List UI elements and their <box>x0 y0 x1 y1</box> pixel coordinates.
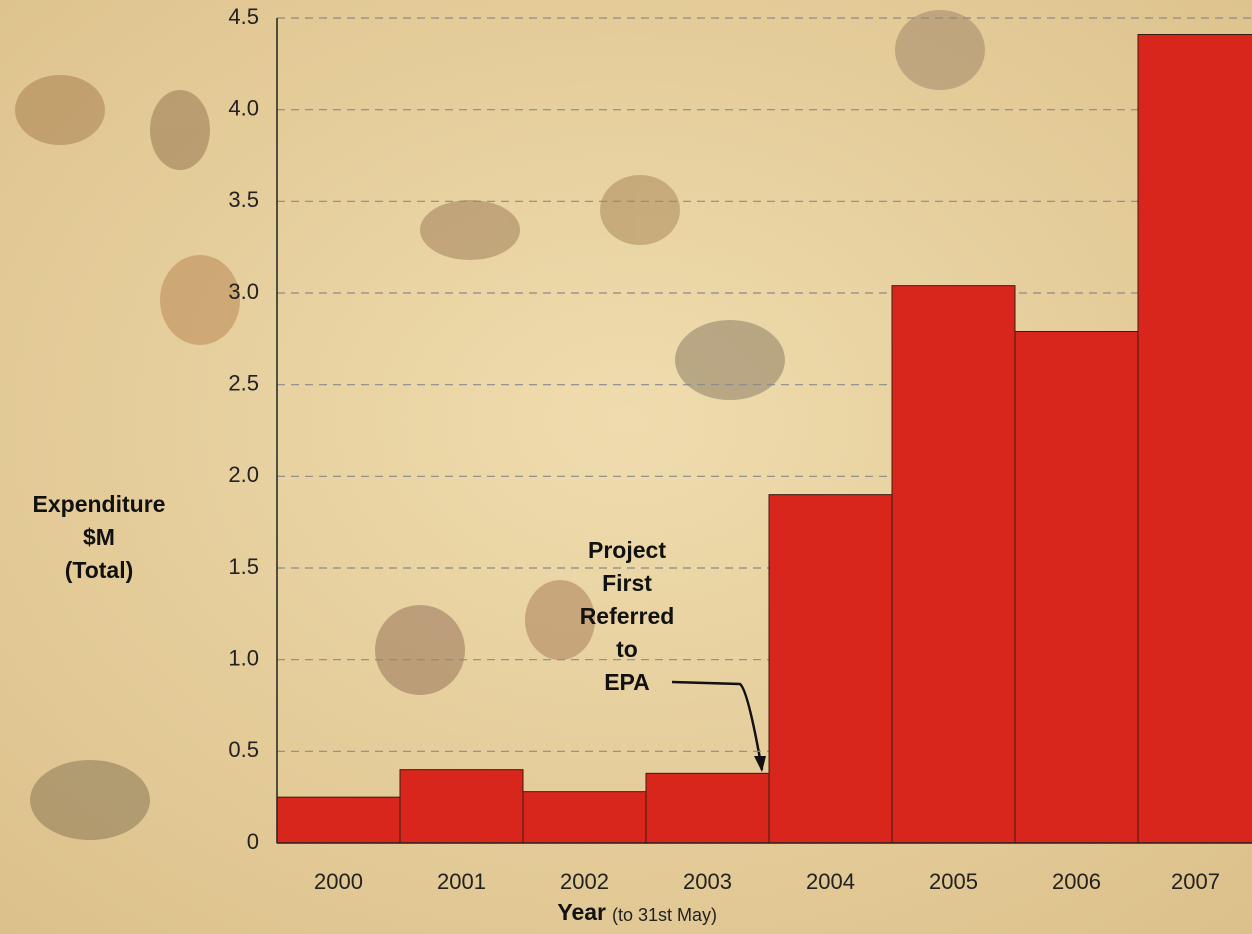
y-tick-label: 1.0 <box>228 645 259 670</box>
x-tick-label: 2006 <box>1052 869 1101 894</box>
annotation-text: First <box>602 570 652 596</box>
bar <box>523 792 646 843</box>
bar <box>1138 35 1252 844</box>
y-tick-label: 2.5 <box>228 370 259 395</box>
y-axis-label: Expenditure <box>33 491 166 517</box>
page: {"chart_data": { "type": "bar", "ylabel"… <box>0 0 1252 934</box>
x-tick-label: 2002 <box>560 869 609 894</box>
annotation-text: EPA <box>604 669 650 695</box>
bar <box>277 797 400 843</box>
y-tick-label: 0.5 <box>228 737 259 762</box>
annotation-text: Referred <box>580 603 675 629</box>
annotation-text: Project <box>588 537 666 563</box>
bar <box>769 495 892 843</box>
y-tick-label: 4.5 <box>228 4 259 29</box>
x-tick-label: 2005 <box>929 869 978 894</box>
x-tick-label: 2007 <box>1171 869 1220 894</box>
y-tick-label: 2.0 <box>228 462 259 487</box>
y-tick-label: 4.0 <box>228 95 259 120</box>
x-axis-label: Year <box>557 899 606 925</box>
chart: Project First Referred to EPA Year (to 31st … <box>0 0 1252 934</box>
x-tick-label: 2004 <box>806 869 855 894</box>
x-tick-label: 2003 <box>683 869 732 894</box>
bar <box>1015 332 1138 844</box>
y-axis-label: (Total) <box>65 557 134 583</box>
x-tick-label: 2001 <box>437 869 486 894</box>
y-tick-label: 0 <box>247 829 259 854</box>
bar <box>400 770 523 843</box>
x-axis-label-note: (to 31st May) <box>612 905 717 925</box>
bar <box>892 286 1015 843</box>
x-tick-label: 2000 <box>314 869 363 894</box>
y-tick-label: 1.5 <box>228 554 259 579</box>
bar <box>646 773 769 843</box>
y-axis-label: $M <box>83 524 115 550</box>
y-tick-label: 3.5 <box>228 187 259 212</box>
annotation-text: to <box>616 636 638 662</box>
y-tick-label: 3.0 <box>228 279 259 304</box>
